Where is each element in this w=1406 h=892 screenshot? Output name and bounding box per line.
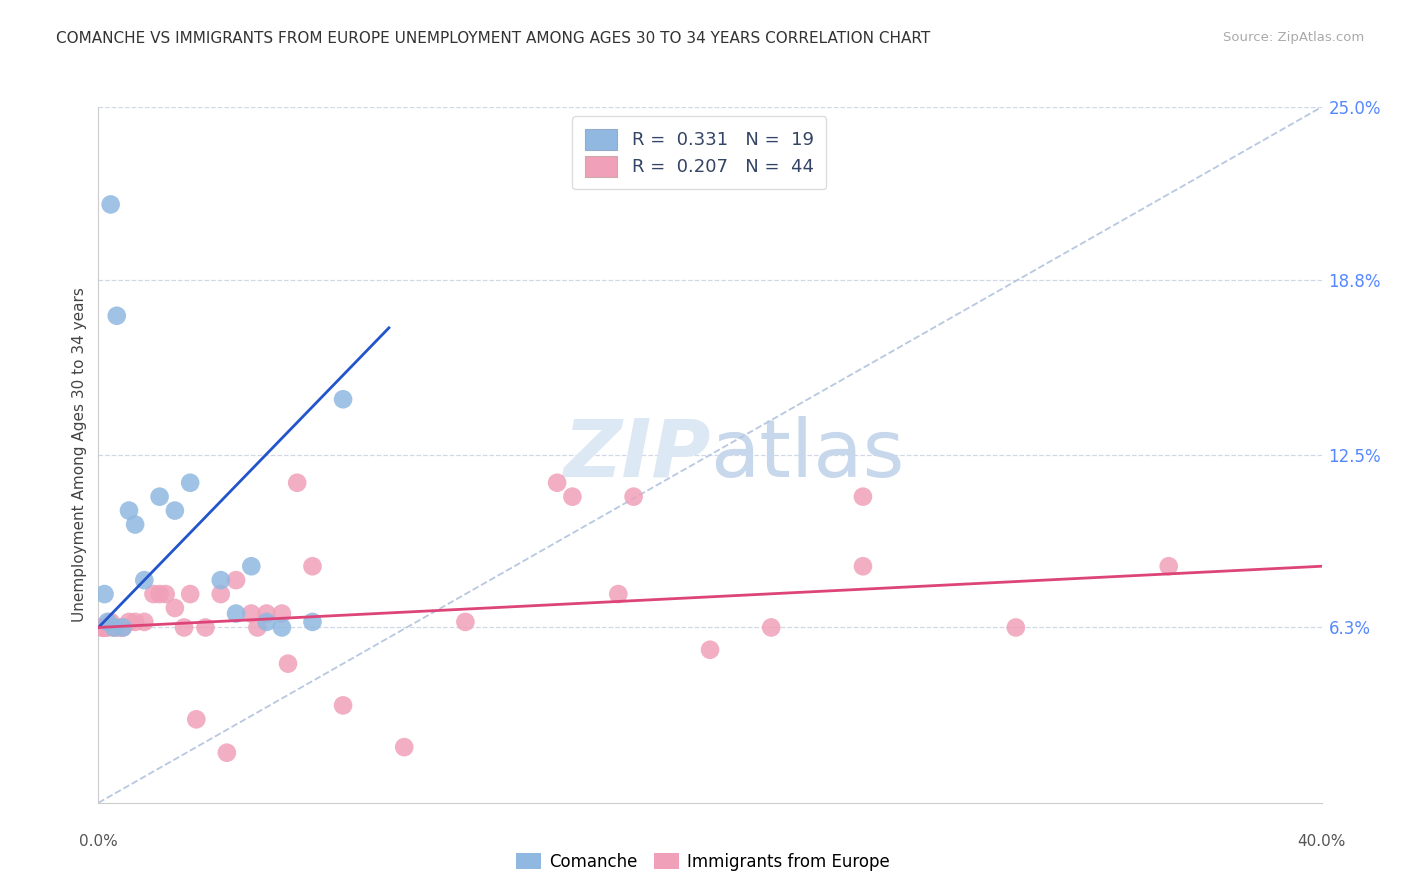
Point <box>1157 559 1180 574</box>
Legend: R =  0.331   N =  19, R =  0.207   N =  44: R = 0.331 N = 19, R = 0.207 N = 44 <box>572 116 827 189</box>
Point <box>332 392 354 407</box>
Point <box>215 746 238 760</box>
Point <box>91 620 114 634</box>
Point <box>761 620 783 634</box>
Point <box>90 620 112 634</box>
Text: ZIP: ZIP <box>562 416 710 494</box>
Point <box>134 615 156 629</box>
Point <box>546 475 568 490</box>
Point <box>332 698 354 713</box>
Point <box>256 607 278 621</box>
Point <box>179 587 201 601</box>
Point <box>179 475 201 490</box>
Point <box>118 615 141 629</box>
Point <box>392 740 416 755</box>
Point <box>105 309 128 323</box>
Text: COMANCHE VS IMMIGRANTS FROM EUROPE UNEMPLOYMENT AMONG AGES 30 TO 34 YEARS CORREL: COMANCHE VS IMMIGRANTS FROM EUROPE UNEMP… <box>56 31 931 46</box>
Point <box>699 642 721 657</box>
Point <box>852 559 875 574</box>
Point <box>186 712 208 726</box>
Point <box>103 620 125 634</box>
Point <box>149 587 172 601</box>
Point <box>118 503 141 517</box>
Point <box>100 197 122 211</box>
Point <box>103 620 125 634</box>
Legend: Comanche, Immigrants from Europe: Comanche, Immigrants from Europe <box>508 845 898 880</box>
Point <box>623 490 645 504</box>
Point <box>173 620 195 634</box>
Point <box>225 573 247 587</box>
Point <box>240 559 263 574</box>
Point <box>93 620 115 634</box>
Point <box>277 657 299 671</box>
Point <box>256 615 278 629</box>
Point <box>142 587 165 601</box>
Point <box>94 620 117 634</box>
Point <box>270 607 294 621</box>
Point <box>100 615 122 629</box>
Text: Source: ZipAtlas.com: Source: ZipAtlas.com <box>1223 31 1364 45</box>
Point <box>111 620 134 634</box>
Point <box>155 587 177 601</box>
Point <box>240 607 263 621</box>
Point <box>149 490 172 504</box>
Point <box>163 601 186 615</box>
Point <box>209 573 232 587</box>
Point <box>134 573 156 587</box>
Point <box>124 615 146 629</box>
Point <box>1004 620 1026 634</box>
Point <box>209 587 232 601</box>
Text: 40.0%: 40.0% <box>1298 834 1346 849</box>
Text: 0.0%: 0.0% <box>79 834 118 849</box>
Point <box>225 607 247 621</box>
Point <box>285 475 308 490</box>
Point <box>97 615 120 629</box>
Point <box>108 620 131 634</box>
Point <box>561 490 583 504</box>
Point <box>246 620 269 634</box>
Point <box>163 503 186 517</box>
Point <box>607 587 630 601</box>
Point <box>194 620 217 634</box>
Y-axis label: Unemployment Among Ages 30 to 34 years: Unemployment Among Ages 30 to 34 years <box>72 287 87 623</box>
Point <box>301 615 323 629</box>
Point <box>270 620 294 634</box>
Point <box>852 490 875 504</box>
Point <box>97 620 120 634</box>
Text: atlas: atlas <box>710 416 904 494</box>
Point <box>301 559 323 574</box>
Point <box>454 615 477 629</box>
Point <box>111 620 134 634</box>
Point <box>124 517 146 532</box>
Point <box>93 587 115 601</box>
Point <box>105 620 128 634</box>
